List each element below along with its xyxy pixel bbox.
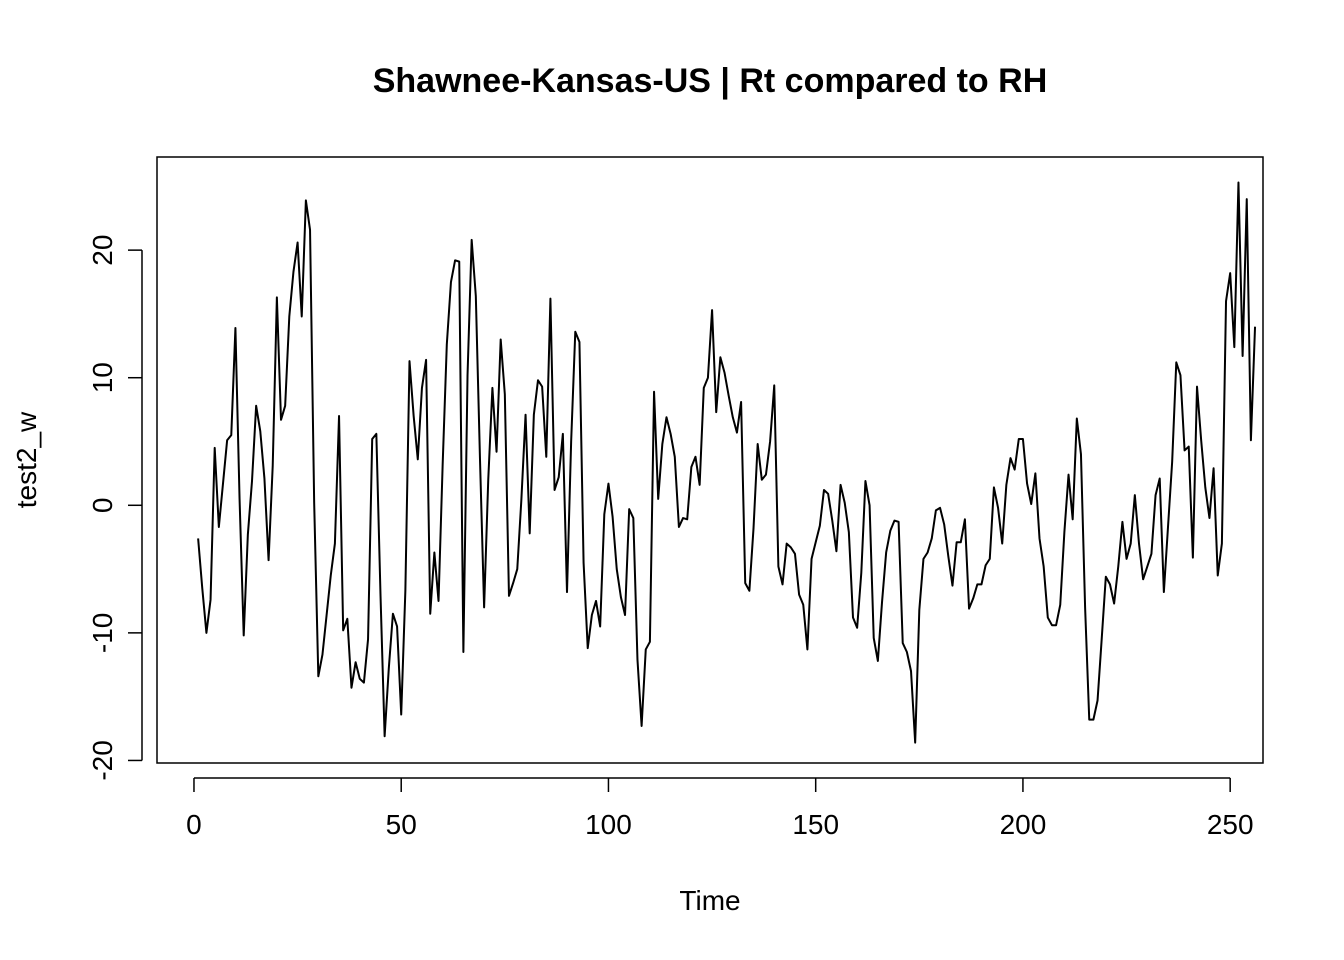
y-tick-label: -10 — [87, 613, 118, 653]
x-tick-label: 250 — [1207, 809, 1254, 840]
x-tick-label: 200 — [1000, 809, 1047, 840]
x-tick-label: 0 — [186, 809, 202, 840]
y-axis-label: test2_w — [11, 411, 42, 508]
y-axis: -20 -10 0 10 20 — [87, 235, 143, 781]
series-line — [197, 181, 1257, 744]
x-axis-label: Time — [679, 885, 740, 916]
plot-frame — [156, 156, 1264, 764]
chart-title: Shawnee-Kansas-US | Rt compared to RH — [373, 62, 1048, 100]
y-tick-label: 0 — [87, 498, 118, 514]
y-tick-label: -20 — [87, 740, 118, 780]
y-tick-label: 20 — [87, 235, 118, 266]
x-axis: 0 50 100 150 200 250 — [186, 777, 1254, 840]
x-tick-label: 150 — [792, 809, 839, 840]
x-tick-label: 100 — [585, 809, 632, 840]
x-tick-label: 50 — [386, 809, 417, 840]
y-tick-label: 10 — [87, 362, 118, 393]
